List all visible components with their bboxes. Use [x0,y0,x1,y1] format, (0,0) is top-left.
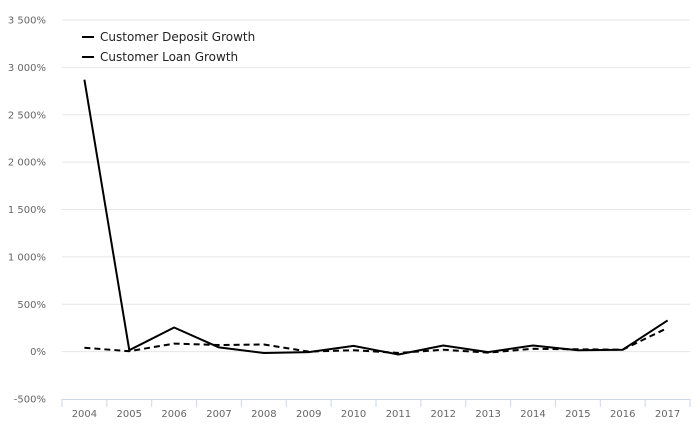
y-tick-label: 0% [30,347,46,358]
x-tick-label: 2008 [251,409,276,420]
y-tick-label: 2 000% [8,158,46,169]
series-line-loan[interactable] [84,327,669,354]
x-tick-label: 2007 [206,409,231,420]
series-line-deposit[interactable] [83,79,669,356]
x-tick-label: 2016 [610,409,635,420]
y-tick-label: -500% [14,395,46,406]
y-axis-ticks: 3 500% 3 000% 2 500% 2 000% 1 500% 1 000% 500%… [8,16,46,406]
x-tick-label: 2005 [117,409,142,420]
x-tick-label: 2014 [520,409,545,420]
x-tick-label: 2004 [72,409,97,420]
legend-item-loan[interactable]: Customer Loan Growth [82,47,255,67]
x-tick-label: 2012 [431,409,456,420]
x-tick-label: 2013 [475,409,500,420]
y-tick-label: 1 000% [8,252,46,263]
x-tick-label: 2015 [565,409,590,420]
x-tick-label: 2010 [341,409,366,420]
gridlines [62,19,690,353]
y-tick-label: 2 500% [8,110,46,121]
legend-label-loan: Customer Loan Growth [100,50,239,64]
x-tick-label: 2006 [161,409,186,420]
y-tick-label: 500% [17,300,46,311]
legend-label-deposit: Customer Deposit Growth [100,30,256,44]
x-tick-label: 2017 [655,409,680,420]
legend-swatch-solid [82,36,94,38]
series-lines [83,79,669,356]
y-tick-label: 3 500% [8,16,46,27]
x-axis: 2004 2005 2006 2007 2008 2009 2010 2011 2012 2013… [61,399,691,420]
y-tick-label: 1 500% [8,205,46,216]
legend: Customer Deposit Growth Customer Loan Gr… [82,27,255,67]
x-tick-label: 2009 [296,409,321,420]
legend-swatch-dashed [82,56,94,58]
legend-item-deposit[interactable]: Customer Deposit Growth [82,27,255,47]
x-tick-label: 2011 [386,409,411,420]
y-tick-label: 3 000% [8,63,46,74]
